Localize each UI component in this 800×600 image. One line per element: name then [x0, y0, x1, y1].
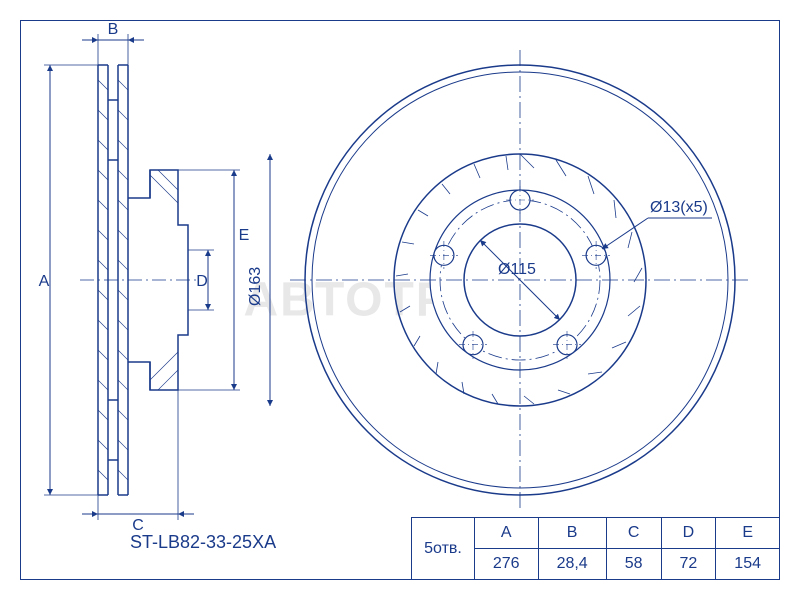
dim-c-label: C: [132, 517, 144, 534]
dim-a-label: A: [39, 273, 50, 290]
dim-b-label: B: [108, 21, 119, 38]
dim-d-label: D: [196, 273, 208, 290]
dim-e-label: E: [239, 227, 250, 244]
side-view: A B C D E: [0, 0, 800, 600]
